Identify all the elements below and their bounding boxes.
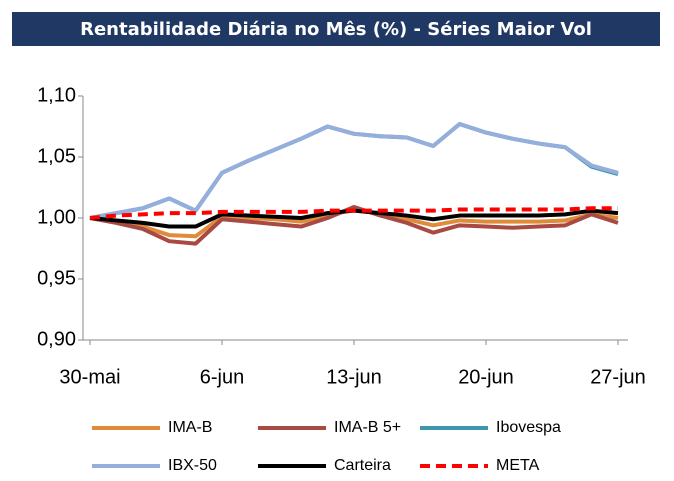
series-line — [89, 122, 619, 220]
y-tick-label: 1,00 — [37, 206, 76, 228]
series-line — [89, 206, 618, 220]
x-tick-label: 20-jun — [458, 366, 514, 388]
legend-label: IMA-B — [168, 419, 212, 436]
y-tick-label: 0,90 — [37, 328, 76, 350]
legend-label: Ibovespa — [496, 419, 561, 436]
x-tick-label: 13-jun — [326, 366, 382, 388]
legend-label: IMA-B 5+ — [334, 419, 401, 436]
series-line — [89, 208, 619, 229]
series-line — [89, 207, 619, 239]
x-tick-label: 30-mai — [59, 366, 120, 388]
x-tick-label: 27-jun — [590, 366, 646, 388]
y-tick-label: 0,95 — [37, 267, 76, 289]
legend-label: META — [496, 457, 540, 474]
series-line — [89, 205, 619, 246]
chart-title: Rentabilidade Diária no Mês (%) - Séries… — [80, 19, 592, 40]
series-line — [89, 122, 619, 220]
title-bar — [12, 12, 660, 46]
y-tick-label: 1,10 — [37, 84, 76, 106]
y-tick-label: 1,05 — [37, 145, 76, 167]
legend-label: IBX-50 — [168, 457, 217, 474]
x-tick-label: 6-jun — [200, 366, 244, 388]
legend-label: Carteira — [334, 457, 391, 474]
